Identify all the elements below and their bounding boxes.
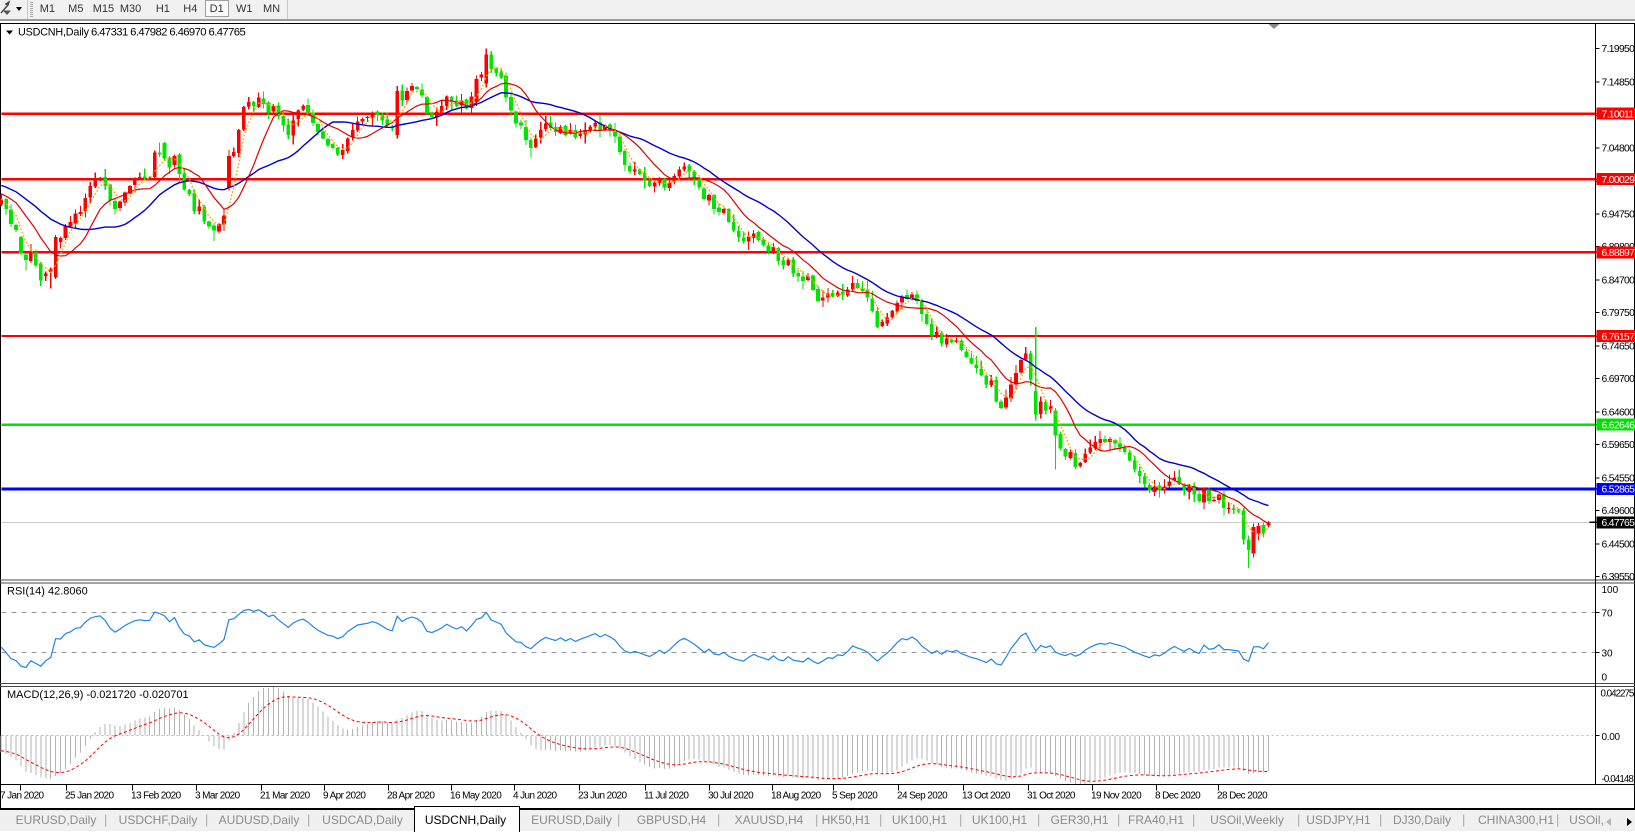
svg-text:0.042275: 0.042275 [1601, 688, 1635, 699]
svg-text:31 Oct 2020: 31 Oct 2020 [1027, 791, 1076, 802]
svg-text:6.79750: 6.79750 [1602, 308, 1635, 319]
svg-text:25 Jan 2020: 25 Jan 2020 [65, 791, 114, 802]
svg-text:8 Dec 2020: 8 Dec 2020 [1155, 791, 1201, 802]
svg-text:18 Aug 2020: 18 Aug 2020 [771, 791, 822, 802]
svg-text:11 Jul 2020: 11 Jul 2020 [644, 791, 689, 802]
svg-text:3 Mar 2020: 3 Mar 2020 [195, 791, 241, 802]
svg-text:30 Jul 2020: 30 Jul 2020 [708, 791, 754, 802]
svg-text:6.49600: 6.49600 [1602, 506, 1635, 517]
svg-text:6.52865: 6.52865 [1602, 485, 1635, 496]
svg-text:5 Sep 2020: 5 Sep 2020 [832, 791, 878, 802]
svg-text:100: 100 [1602, 585, 1619, 596]
svg-text:6.88897: 6.88897 [1602, 248, 1635, 259]
svg-text:-0.04148: -0.04148 [1602, 774, 1635, 785]
svg-text:6.47331 6.47982 6.46970 6.4776: 6.47331 6.47982 6.46970 6.47765 [91, 27, 245, 39]
svg-text:21 Mar 2020: 21 Mar 2020 [260, 791, 311, 802]
svg-text:USDCNH,Daily: USDCNH,Daily [18, 27, 90, 39]
svg-text:6.59650: 6.59650 [1602, 440, 1635, 451]
svg-text:9 Apr 2020: 9 Apr 2020 [323, 791, 366, 802]
svg-text:6.47765: 6.47765 [1602, 518, 1635, 529]
svg-text:13 Oct 2020: 13 Oct 2020 [962, 791, 1011, 802]
svg-text:7.10011: 7.10011 [1602, 110, 1635, 121]
svg-text:6.74650: 6.74650 [1602, 342, 1635, 353]
svg-text:7 Jan 2020: 7 Jan 2020 [0, 791, 45, 802]
svg-text:6.44500: 6.44500 [1602, 540, 1635, 551]
svg-text:6.84700: 6.84700 [1602, 276, 1635, 287]
svg-text:13 Feb 2020: 13 Feb 2020 [131, 791, 182, 802]
svg-text:24 Sep 2020: 24 Sep 2020 [897, 791, 948, 802]
svg-text:70: 70 [1602, 608, 1614, 619]
svg-text:7.00029: 7.00029 [1602, 175, 1635, 186]
svg-text:RSI(14) 42.8060: RSI(14) 42.8060 [7, 586, 88, 598]
svg-text:7.14850: 7.14850 [1602, 78, 1635, 89]
svg-text:28 Apr 2020: 28 Apr 2020 [387, 791, 435, 802]
svg-text:4 Jun 2020: 4 Jun 2020 [513, 791, 558, 802]
svg-text:19 Nov 2020: 19 Nov 2020 [1091, 791, 1142, 802]
svg-text:7.19950: 7.19950 [1602, 44, 1635, 55]
svg-text:23 Jun 2020: 23 Jun 2020 [578, 791, 627, 802]
svg-text:6.94750: 6.94750 [1602, 210, 1635, 221]
svg-text:16 May 2020: 16 May 2020 [450, 791, 502, 802]
svg-text:6.39550: 6.39550 [1602, 572, 1635, 583]
svg-text:30: 30 [1602, 648, 1614, 659]
svg-text:6.69700: 6.69700 [1602, 374, 1635, 385]
svg-text:MACD(12,26,9) -0.021720 -0.020: MACD(12,26,9) -0.021720 -0.020701 [7, 689, 189, 701]
svg-text:0.00: 0.00 [1602, 732, 1621, 743]
svg-text:7.04800: 7.04800 [1602, 144, 1635, 155]
svg-text:6.64600: 6.64600 [1602, 408, 1635, 419]
svg-text:0: 0 [1602, 673, 1608, 684]
svg-text:6.76157: 6.76157 [1602, 332, 1635, 343]
svg-text:6.62646: 6.62646 [1602, 421, 1635, 432]
svg-text:28 Dec 2020: 28 Dec 2020 [1217, 791, 1268, 802]
